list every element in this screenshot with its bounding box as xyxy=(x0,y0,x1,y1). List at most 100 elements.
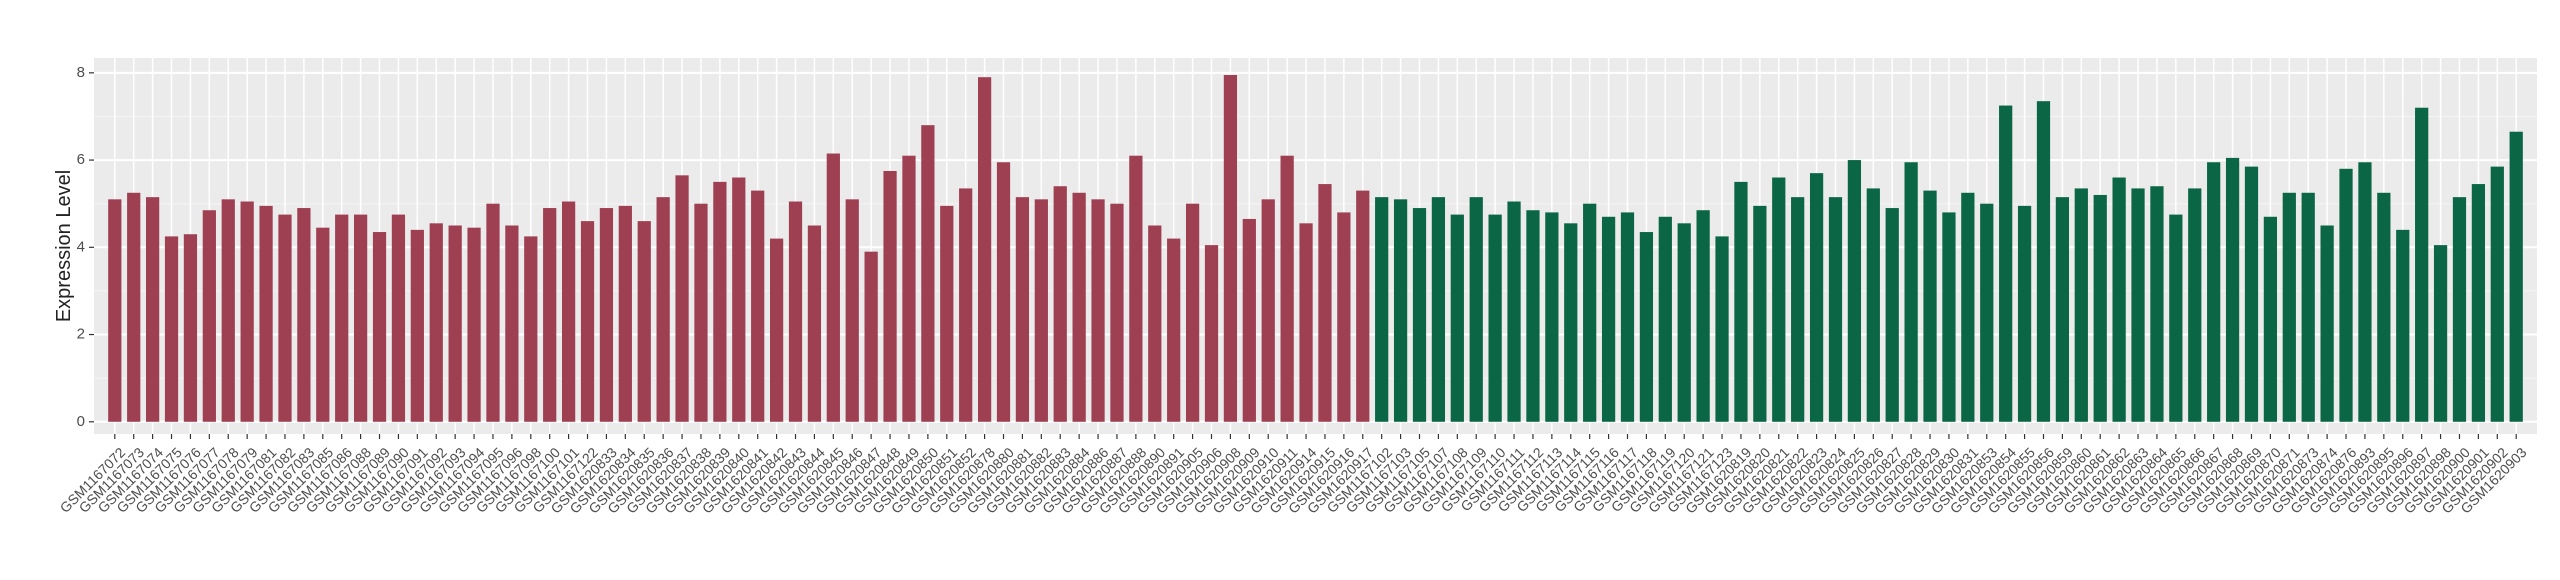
plot-panel xyxy=(94,58,2537,434)
bar xyxy=(1223,75,1238,422)
bar xyxy=(2339,168,2353,422)
bar xyxy=(2225,157,2240,422)
y-tick-label: 8 xyxy=(77,64,85,81)
bar xyxy=(2036,101,2051,422)
bar xyxy=(391,214,406,422)
bar xyxy=(1885,208,1899,422)
bar xyxy=(2490,166,2504,422)
bar xyxy=(1412,208,1427,422)
bar xyxy=(1753,205,1767,422)
bar xyxy=(807,225,822,422)
bar xyxy=(1961,192,1975,422)
bar xyxy=(2150,186,2164,422)
bar xyxy=(1847,160,1862,422)
bar xyxy=(1299,223,1313,422)
bar xyxy=(1375,197,1389,422)
bar xyxy=(2396,229,2410,422)
bar xyxy=(1677,223,1691,422)
bar xyxy=(145,197,160,422)
bar xyxy=(2415,107,2429,422)
bar xyxy=(1167,238,1181,422)
bar xyxy=(1318,184,1332,422)
bar xyxy=(1450,214,1464,422)
bar xyxy=(1204,245,1219,422)
bar xyxy=(732,177,746,422)
bar xyxy=(505,225,519,422)
bar xyxy=(2282,192,2296,422)
bar xyxy=(2244,166,2259,422)
bar xyxy=(864,251,878,422)
bar xyxy=(2377,192,2391,422)
bar xyxy=(1280,155,1294,422)
y-axis-title: Expression Level xyxy=(53,170,75,322)
bar xyxy=(637,221,651,422)
bar xyxy=(1469,197,1483,422)
bar xyxy=(1507,201,1521,422)
bar xyxy=(372,232,387,422)
bar xyxy=(1261,199,1275,422)
bar xyxy=(694,203,708,422)
bar xyxy=(2471,184,2486,422)
bar xyxy=(2452,197,2467,422)
bar xyxy=(1999,105,2013,422)
y-tick-label: 4 xyxy=(77,238,85,255)
bar xyxy=(467,227,481,422)
bar xyxy=(1620,212,1635,422)
bar xyxy=(2055,197,2070,422)
bar xyxy=(221,199,235,422)
bar xyxy=(429,223,443,422)
bar xyxy=(240,201,254,422)
bar xyxy=(1545,212,1559,422)
bar xyxy=(164,236,179,422)
y-tick-label: 2 xyxy=(77,326,85,343)
bar xyxy=(410,229,424,422)
bar xyxy=(940,205,954,422)
bar xyxy=(1091,199,1105,422)
bar xyxy=(1696,210,1710,422)
bar xyxy=(1809,173,1824,422)
bar xyxy=(1828,197,1843,422)
bar xyxy=(127,192,141,422)
bar xyxy=(1148,225,1162,422)
bar xyxy=(1185,203,1200,422)
bar xyxy=(353,214,368,422)
bar xyxy=(675,175,689,422)
bar xyxy=(108,199,122,422)
bar xyxy=(543,208,557,422)
bar xyxy=(1129,155,1143,422)
bar xyxy=(1583,203,1597,422)
bar xyxy=(1734,181,1748,422)
bar xyxy=(1337,212,1351,422)
bar xyxy=(1791,197,1805,422)
bar xyxy=(580,221,595,422)
bar xyxy=(1923,190,1937,422)
bar xyxy=(1072,192,1086,422)
bar xyxy=(2433,245,2448,422)
bar xyxy=(1980,203,1994,422)
bar xyxy=(1034,199,1048,422)
bar xyxy=(1356,190,1370,422)
bar xyxy=(1393,199,1408,422)
bar xyxy=(1431,197,1446,422)
bar xyxy=(656,197,670,422)
bar xyxy=(1564,223,1578,422)
bar xyxy=(599,208,614,422)
bar xyxy=(1015,197,1030,422)
bar xyxy=(1942,212,1956,422)
bar xyxy=(1526,210,1540,422)
bar xyxy=(278,214,292,422)
bar xyxy=(1639,232,1654,422)
bar xyxy=(996,162,1011,422)
bar xyxy=(524,236,538,422)
bar xyxy=(713,181,727,422)
bar xyxy=(959,188,973,422)
y-tick-label: 6 xyxy=(77,151,85,168)
bar xyxy=(2358,162,2372,422)
bar xyxy=(1601,216,1616,422)
bar xyxy=(921,125,935,422)
bar xyxy=(2263,216,2278,422)
bar xyxy=(486,203,500,422)
bar xyxy=(2093,194,2107,422)
bar xyxy=(561,201,576,422)
